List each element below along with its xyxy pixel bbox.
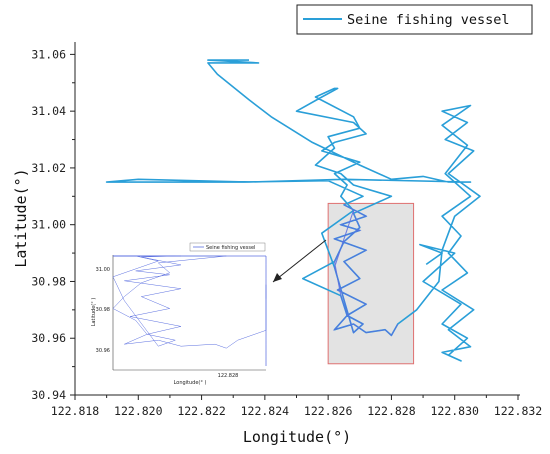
x-tick-label: 122.818 (51, 404, 100, 418)
inset-y-title: Latitude(° ) (91, 298, 97, 327)
y-axis-title: Latitude(°) (12, 168, 30, 267)
inset-legend: Seine fishing vessel (189, 242, 266, 252)
inset-x-title: Longitude(° ) (174, 380, 207, 386)
axes (74, 42, 520, 396)
y-tick-label: 30.94 (31, 388, 66, 402)
y-tick-label: 31.04 (31, 104, 66, 118)
inset-legend-label: Seine fishing vessel (206, 245, 255, 251)
pointer-arrowhead (273, 273, 282, 282)
series-line-highlighted (332, 204, 399, 337)
y-ticks: 30.94 30.96 30.98 31.00 31.02 31.04 31.06 (31, 47, 75, 402)
x-ticks: 122.818 122.820 122.822 122.824 122.826 122.8… (51, 395, 542, 418)
x-tick-label: 122.824 (241, 404, 290, 418)
inset-legend-box (189, 242, 266, 252)
x-tick-label: 122.828 (367, 404, 416, 418)
inset-ytick-1: 30.98 (96, 307, 110, 313)
x-tick-label: 122.830 (430, 404, 479, 418)
legend: Seine fishing vessel (296, 4, 533, 35)
x-axis-title: Longitude(°) (243, 428, 351, 446)
inset-track (112, 255, 267, 366)
inset-chart: Seine fishing vessel 31.00 30.98 30.96 1… (87, 242, 267, 386)
y-tick-label: 31.02 (31, 161, 66, 175)
y-tick-label: 31.00 (31, 218, 66, 232)
x-tick-label: 122.832 (494, 404, 542, 418)
inset-ytick-2: 30.96 (96, 348, 110, 354)
x-tick-label: 122.822 (177, 404, 225, 418)
series-layer (105, 59, 481, 362)
legend-label: Seine fishing vessel (347, 12, 510, 28)
series-line-seine-fishing-vessel (105, 59, 481, 362)
x-tick-label: 122.820 (114, 404, 163, 418)
inset-series-line (112, 255, 267, 366)
inset-ytick-0: 31.00 (96, 267, 110, 273)
x-tick-label: 122.826 (304, 404, 353, 418)
inset-background (87, 243, 267, 371)
y-tick-label: 30.96 (31, 331, 66, 345)
y-tick-label: 31.06 (31, 47, 66, 61)
pointer-arrow (272, 239, 327, 283)
inset-xtick-0: 122.828 (218, 373, 239, 379)
y-tick-label: 30.98 (31, 274, 66, 288)
highlight-box (327, 202, 415, 365)
